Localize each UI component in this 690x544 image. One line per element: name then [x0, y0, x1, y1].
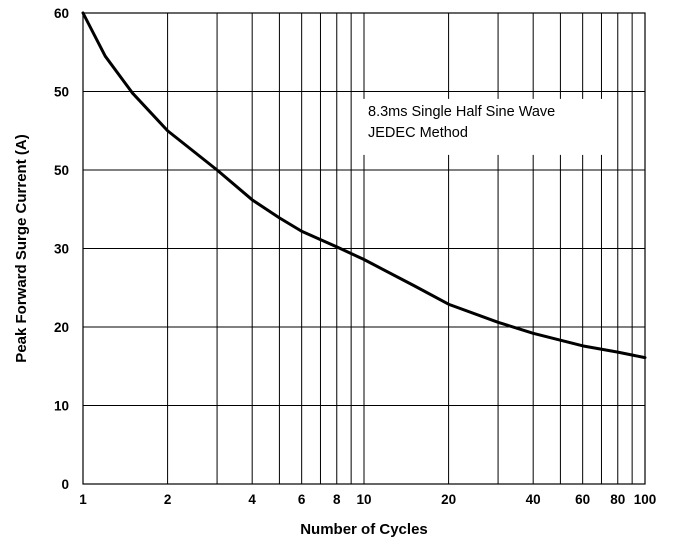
x-tick-label-5: 10 [356, 492, 371, 507]
grid-lines [82, 12, 646, 485]
y-tick-label-0: 0 [61, 477, 69, 492]
x-axis-title: Number of Cycles [300, 521, 428, 538]
x-tick-label-10: 100 [634, 492, 657, 507]
x-tick-label-1: 2 [164, 492, 172, 507]
x-tick-label-0: 1 [79, 492, 87, 507]
annotation-background [362, 98, 602, 155]
y-axis-title: Peak Forward Surge Current (A) [13, 134, 30, 362]
x-tick-label-4: 8 [333, 492, 341, 507]
x-tick-label-3: 6 [298, 492, 306, 507]
x-tick-labels: 1 2 4 6 8 10 20 40 60 80 100 [79, 492, 656, 507]
annotation-line-1: JEDEC Method [368, 125, 468, 141]
y-tick-labels: 0 10 20 30 50 50 60 [54, 6, 69, 492]
y-tick-label-4: 50 [54, 163, 69, 178]
x-tick-label-7: 40 [526, 492, 541, 507]
surge-current-curve [81, 11, 647, 360]
x-tick-label-9: 80 [610, 492, 625, 507]
x-tick-label-8: 60 [575, 492, 590, 507]
y-tick-label-1: 10 [54, 399, 69, 414]
annotation-line-0: 8.3ms Single Half Sine Wave [368, 104, 555, 120]
y-tick-label-2: 20 [54, 320, 69, 335]
x-tick-label-6: 20 [441, 492, 456, 507]
x-tick-label-2: 4 [248, 492, 256, 507]
plot-frame [82, 12, 646, 485]
y-tick-label-6: 60 [54, 6, 69, 21]
y-tick-label-5: 50 [54, 85, 69, 100]
annotation: 8.3ms Single Half Sine Wave JEDEC Method [362, 98, 602, 155]
y-tick-label-3: 30 [54, 242, 69, 257]
